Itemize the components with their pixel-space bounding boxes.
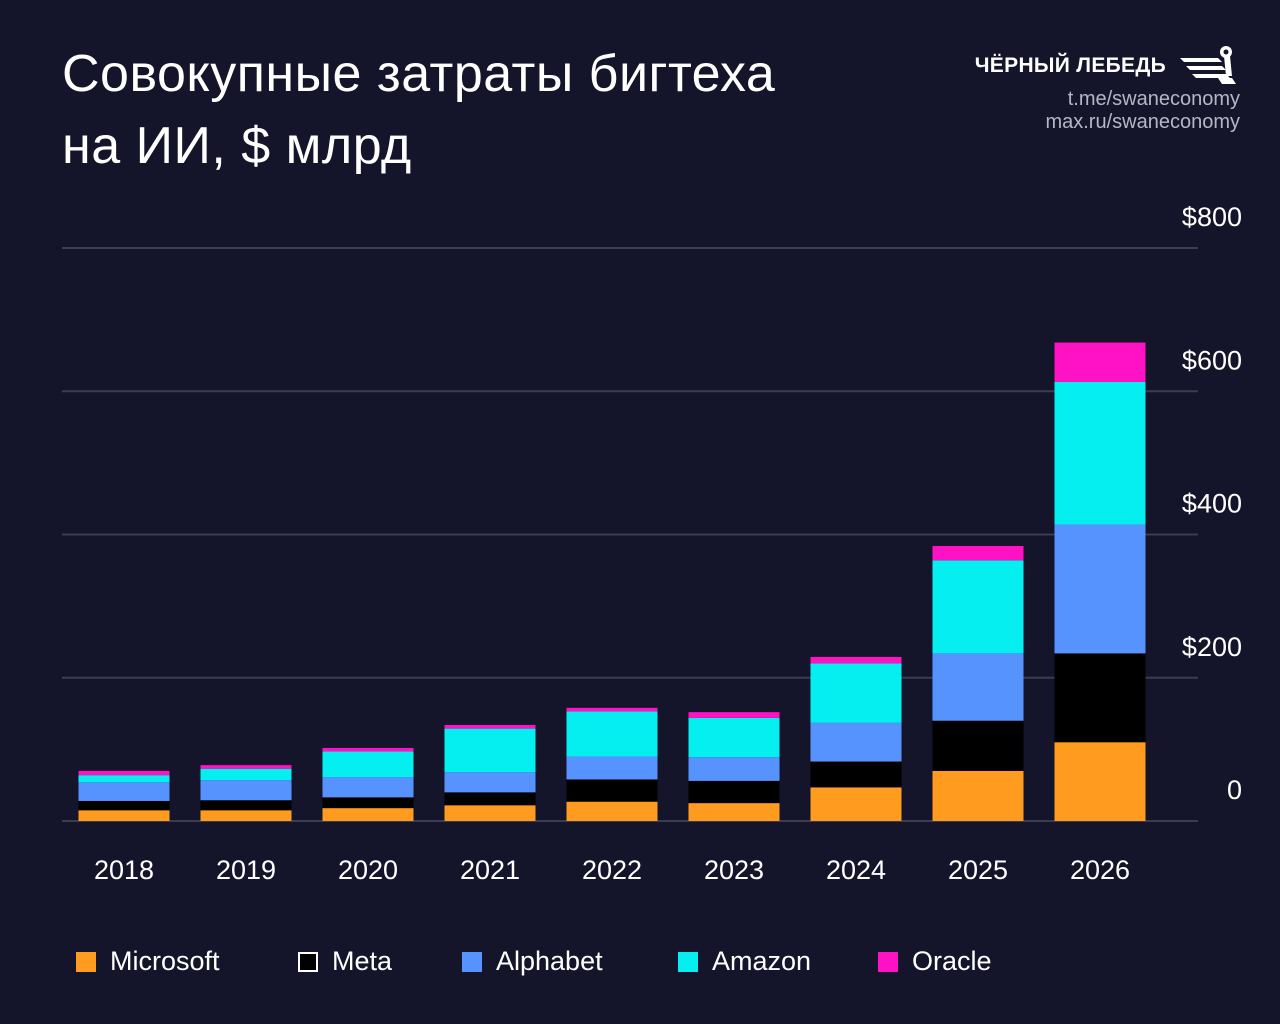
y-tick-label: $800 (1182, 202, 1242, 232)
bar-segment-amazon-2023 (688, 717, 780, 758)
legend-item-alphabet: Alphabet (462, 946, 678, 977)
bar-segment-oracle-2019 (200, 765, 292, 769)
brand-link-telegram[interactable]: t.me/swaneconomy (1067, 88, 1240, 110)
bar-segment-amazon-2025 (932, 560, 1024, 654)
x-tick-label: 2023 (704, 855, 764, 885)
chart-title: Совокупные затраты бигтеха на ИИ, $ млрд (62, 38, 882, 182)
bar-segment-microsoft-2019 (200, 810, 292, 821)
bar-segment-microsoft-2022 (566, 801, 658, 821)
bar-segment-microsoft-2021 (444, 805, 536, 821)
bar-segment-amazon-2024 (810, 663, 902, 723)
bar-segment-microsoft-2020 (322, 808, 414, 821)
bar-segment-alphabet-2022 (566, 756, 658, 780)
bar-segment-alphabet-2021 (444, 772, 536, 793)
x-tick-label: 2019 (216, 855, 276, 885)
bar-segment-alphabet-2026 (1054, 524, 1146, 654)
legend-swatch (462, 951, 482, 972)
brand-link-max[interactable]: max.ru/swaneconomy (1045, 111, 1240, 133)
bar-segment-oracle-2020 (322, 747, 414, 752)
bar-segment-meta-2025 (932, 720, 1024, 771)
bar-segment-amazon-2026 (1054, 381, 1146, 525)
bar-segment-meta-2023 (688, 780, 780, 804)
legend-label: Amazon (712, 946, 812, 976)
legend-swatch (298, 951, 318, 972)
y-tick-label: 0 (1227, 775, 1242, 805)
bar-segment-meta-2019 (200, 800, 292, 811)
bar-segment-amazon-2019 (200, 768, 292, 781)
bar-segment-oracle-2023 (688, 712, 780, 718)
x-tick-label: 2018 (94, 855, 154, 885)
bar-segment-alphabet-2019 (200, 780, 292, 801)
x-tick-label: 2025 (948, 855, 1008, 885)
legend-label: Microsoft (110, 946, 220, 976)
y-tick-label: $200 (1182, 632, 1242, 662)
bar-segment-alphabet-2023 (688, 757, 780, 781)
bar-segment-amazon-2018 (78, 775, 170, 783)
swan-logo-icon (1180, 46, 1236, 84)
bar-segment-microsoft-2018 (78, 810, 170, 821)
bar-segment-alphabet-2018 (78, 782, 170, 801)
legend-item-oracle: Oracle (878, 946, 992, 977)
bar-segment-microsoft-2024 (810, 787, 902, 821)
bar-segment-oracle-2022 (566, 707, 658, 712)
title-line-2: на ИИ, $ млрд (62, 117, 412, 175)
legend-item-microsoft: Microsoft (76, 946, 298, 977)
legend-item-amazon: Amazon (678, 946, 878, 977)
y-tick-label: $600 (1182, 345, 1242, 375)
x-tick-label: 2021 (460, 855, 520, 885)
bar-segment-meta-2022 (566, 779, 658, 802)
bar-segment-meta-2021 (444, 792, 536, 806)
legend-item-meta: Meta (298, 946, 462, 977)
bar-segment-oracle-2024 (810, 656, 902, 664)
bar-segment-microsoft-2026 (1054, 742, 1146, 821)
bar-segment-meta-2020 (322, 797, 414, 809)
brand-block: ЧЁРНЫЙ ЛЕБЕДЬ t.me/swaneconomy max.ru/sw… (975, 44, 1240, 134)
bar-segment-microsoft-2023 (688, 803, 780, 821)
legend-swatch (678, 951, 698, 972)
bar-segment-meta-2026 (1054, 653, 1146, 743)
bar-segment-amazon-2021 (444, 728, 536, 773)
bar-segment-alphabet-2020 (322, 777, 414, 798)
bar-segment-alphabet-2024 (810, 722, 902, 762)
brand-name: ЧЁРНЫЙ ЛЕБЕДЬ (974, 54, 1166, 77)
bar-segment-meta-2018 (78, 800, 170, 811)
bar-segment-oracle-2018 (78, 770, 170, 776)
bar-segment-oracle-2021 (444, 725, 536, 729)
x-tick-label: 2020 (338, 855, 398, 885)
chart-legend: Microsoft Meta Alphabet Amazon Oracle (76, 946, 992, 977)
legend-label: Meta (332, 946, 393, 976)
bar-segment-amazon-2020 (322, 751, 414, 778)
x-tick-label: 2026 (1070, 855, 1130, 885)
legend-swatch (878, 951, 898, 972)
legend-label: Oracle (912, 946, 992, 976)
x-tick-label: 2022 (582, 855, 642, 885)
title-line-1: Совокупные затраты бигтеха (62, 45, 776, 103)
y-tick-label: $400 (1182, 489, 1242, 519)
legend-label: Alphabet (496, 946, 603, 976)
bar-segment-amazon-2022 (566, 711, 658, 757)
x-tick-label: 2024 (826, 855, 886, 885)
bar-segment-alphabet-2025 (932, 653, 1024, 721)
bar-segment-meta-2024 (810, 761, 902, 788)
bar-segment-microsoft-2025 (932, 770, 1024, 821)
bar-segment-oracle-2025 (932, 545, 1024, 561)
bar-segment-oracle-2026 (1054, 342, 1146, 382)
legend-swatch (76, 951, 96, 972)
